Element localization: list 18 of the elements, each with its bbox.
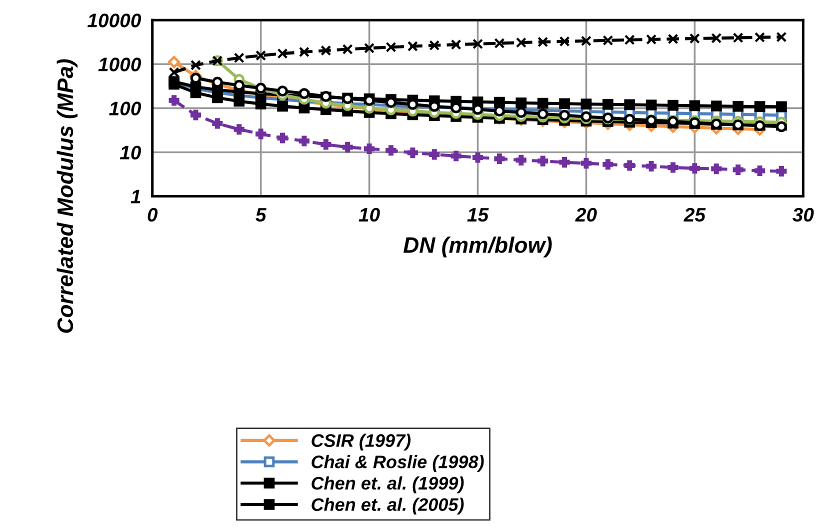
x-tick-label: 0 bbox=[148, 208, 158, 222]
x-tick-label: 15 bbox=[467, 208, 489, 222]
x-tick-label: 5 bbox=[256, 208, 266, 222]
x-axis-title: DN (mm/blow) bbox=[403, 236, 552, 258]
x-tick-label: 10 bbox=[358, 208, 380, 222]
x-tick-label: 25 bbox=[684, 208, 706, 222]
x-tick-label: 20 bbox=[575, 208, 597, 222]
x-tick-label: 30 bbox=[792, 208, 814, 222]
legend-label: CSIR (1997) bbox=[312, 434, 411, 451]
y-tick-label: 1000 bbox=[98, 58, 142, 72]
legend-label: Chai & Roslie (1998) bbox=[312, 455, 484, 472]
y-tick-label: 10 bbox=[120, 146, 142, 160]
y-tick-label: 100 bbox=[109, 102, 142, 116]
y-tick-label: 1 bbox=[130, 190, 140, 204]
legend-label: Chen et. al. (1999) bbox=[312, 476, 464, 494]
y-tick-label: 10000 bbox=[87, 14, 142, 28]
y-axis-title: Correlated Modulus (MPa) bbox=[56, 59, 78, 333]
legend-label: Chen et. al. (2005) bbox=[312, 498, 464, 515]
